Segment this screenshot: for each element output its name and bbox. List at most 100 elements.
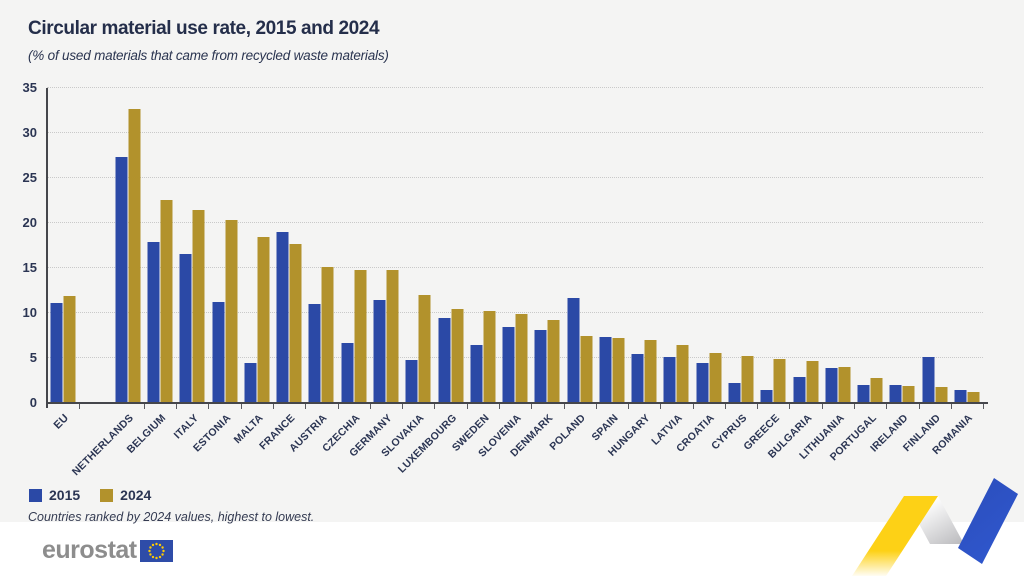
plot-area: 0 5 10 15 20 25 30 35 EU NETHERLANDS BELGIUM ITALY… (23, 81, 988, 478)
x-tick (821, 404, 823, 409)
bar-2024 (128, 108, 141, 403)
x-tick (660, 404, 662, 409)
bar-pair (470, 88, 496, 403)
bar-2024 (160, 199, 173, 403)
bar-2015 (244, 363, 257, 403)
bar-pair (308, 88, 334, 403)
x-tick (628, 404, 630, 409)
bar-group-eu: EU (47, 88, 81, 432)
y-tick-label: 0 (29, 395, 37, 410)
bar-2015 (728, 383, 741, 403)
bar-group-lithuania: LITHUANIA (797, 88, 856, 462)
bar-group-greece: GREECE (741, 88, 791, 453)
bar-group-netherlands: NETHERLANDS (70, 88, 145, 478)
bar-2024 (709, 352, 722, 403)
bar-group-hungary: HUNGARY (606, 88, 662, 459)
x-tick (918, 404, 920, 409)
bar-2024 (321, 267, 334, 403)
bar-pair (793, 88, 819, 403)
x-tick (563, 404, 565, 409)
bar-2024 (257, 236, 270, 403)
x-tick (176, 404, 178, 409)
bar-2015 (212, 302, 225, 403)
bar-2015 (760, 389, 773, 403)
bar-pair (922, 88, 948, 403)
bar-pair (147, 88, 173, 403)
bar-group-czechia: CZECHIA (320, 88, 371, 454)
bar-2024 (225, 220, 238, 403)
bar-2015 (889, 385, 902, 403)
y-tick-label: 30 (22, 125, 37, 140)
bar-2024 (773, 358, 786, 403)
bar-group-poland: POLAND (547, 88, 597, 453)
bar-2015 (599, 337, 612, 403)
bar-groups: EU NETHERLANDS BELGIUM ITALY ESTONIA MALTA FRA… (47, 88, 985, 478)
gridline (47, 312, 983, 313)
bar-2015 (276, 232, 289, 403)
bar-2015 (438, 318, 451, 403)
bar-2015 (825, 367, 838, 403)
bar-2015 (663, 357, 676, 403)
x-axis-line (46, 402, 988, 404)
x-tick (757, 404, 759, 409)
bar-group-croatia: CROATIA (675, 88, 726, 455)
x-tick (79, 404, 81, 409)
bar-2015 (631, 353, 644, 403)
bar-group-latvia: LATVIA (649, 88, 694, 448)
bar-pair (373, 88, 399, 403)
bar-group-luxembourg: LUXEMBOURG (395, 88, 468, 476)
bar-2015 (502, 327, 515, 403)
bar-2024 (515, 313, 528, 403)
legend-label-2024: 2024 (120, 487, 152, 503)
bar-2024 (935, 386, 948, 403)
bar-2015 (567, 297, 580, 403)
bar-group-germany: GERMANY (347, 88, 404, 459)
y-tick-label: 10 (22, 305, 37, 321)
bar-2024 (289, 243, 302, 403)
eurostat-logo-text: eurostat (42, 536, 137, 564)
eu-flag-icon (139, 539, 173, 562)
legend-item-2024: 2024 (100, 487, 151, 503)
bar-pair (115, 88, 141, 403)
x-tick (854, 404, 856, 409)
bar-pair (889, 88, 915, 403)
legend: 2015 2024 (29, 487, 151, 503)
x-tick (886, 404, 888, 409)
bar-2024 (483, 311, 496, 403)
bar-2024 (644, 340, 657, 403)
gridline (47, 222, 983, 223)
bar-2024 (838, 367, 851, 403)
x-tick (240, 404, 242, 409)
bar-pair (857, 88, 883, 403)
bar-2024 (580, 335, 593, 403)
gridline (47, 132, 983, 133)
x-tick (434, 404, 436, 409)
bar-2024 (806, 360, 819, 403)
bar-2015 (147, 241, 160, 403)
bar-pair (631, 88, 657, 403)
bar-2015 (50, 303, 63, 403)
bar-group-ireland: IRELAND (868, 88, 920, 454)
bar-pair (50, 88, 76, 403)
bar-2015 (308, 304, 321, 403)
bar-2024 (676, 344, 689, 403)
bar-2024 (451, 308, 464, 403)
legend-swatch-2024 (100, 488, 114, 502)
bar-pair (728, 88, 754, 403)
bar-2015 (696, 363, 709, 403)
bar-2024 (386, 269, 399, 403)
bar-group-portugal: PORTUGAL (827, 88, 888, 463)
legend-swatch-2015 (29, 488, 42, 502)
bar-2015 (534, 330, 547, 403)
x-tick (789, 404, 791, 409)
bar-group-slovenia: SLOVENIA (476, 88, 533, 460)
bar-group-belgium: BELGIUM (125, 88, 178, 456)
bar-group-france: FRANCE (257, 88, 307, 452)
bar-2024 (547, 320, 560, 403)
bar-2015 (954, 390, 967, 403)
legend-label-2015: 2015 (49, 487, 81, 503)
bar-group-sweden: SWEDEN (449, 88, 500, 454)
bar-group-cyprus: CYPRUS (709, 88, 759, 452)
bar-pair (825, 88, 851, 403)
chart-subtitle: (% of used materials that came from recy… (28, 48, 389, 63)
